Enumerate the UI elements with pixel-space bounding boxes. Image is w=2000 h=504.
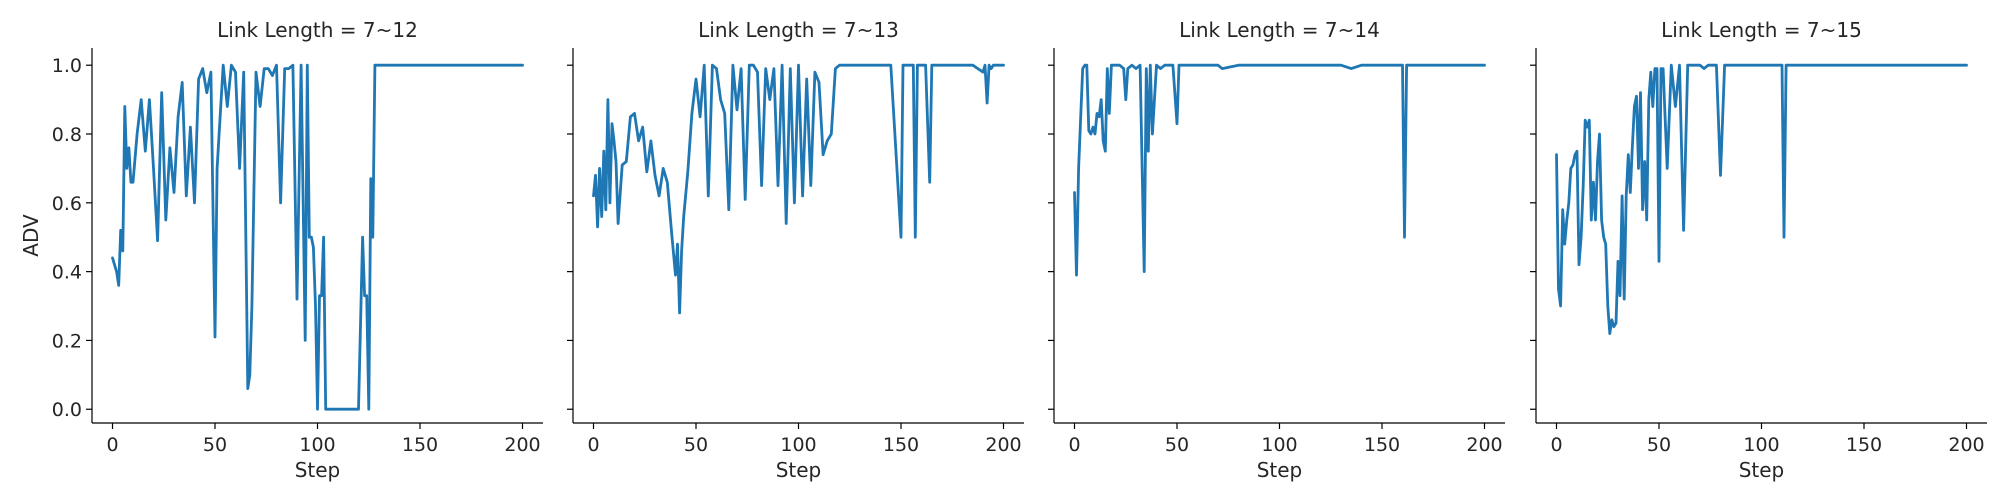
x-tick-label: 0 [106, 434, 118, 456]
x-axis-label: Step [776, 458, 822, 482]
x-tick-label: 100 [299, 434, 335, 456]
x-axis-label: Step [295, 458, 341, 482]
chart-panel-3: 0 50 100 150 200 Link Length = 7~14 Step [1048, 18, 1505, 482]
chart-title: Link Length = 7~12 [217, 18, 418, 42]
x-tick-label: 150 [1846, 434, 1882, 456]
y-tick-label: 0.8 [52, 124, 82, 146]
x-tick-label: 150 [1364, 434, 1400, 456]
chart-title: Link Length = 7~13 [698, 18, 899, 42]
chart-panel-1: 0.0 0.2 0.4 0.6 0.8 1.0 0 50 100 150 200 Link Lengt… [19, 18, 543, 482]
x-tick-label: 150 [402, 434, 438, 456]
chart-title: Link Length = 7~14 [1179, 18, 1380, 42]
y-tick-label: 1.0 [52, 55, 82, 77]
series-line [592, 63, 1005, 315]
x-tick-label: 50 [203, 434, 227, 456]
x-tick-label: 200 [1466, 434, 1502, 456]
y-tick-label: 0.0 [52, 399, 82, 421]
x-tick-label: 50 [1647, 434, 1671, 456]
y-tick-label: 0.6 [52, 193, 82, 215]
x-tick-label: 100 [1261, 434, 1297, 456]
x-tick-label: 200 [504, 434, 540, 456]
chart-panel-4: 0 50 100 150 200 Link Length = 7~15 Step [1530, 18, 1987, 482]
x-tick-label: 0 [1550, 434, 1562, 456]
x-tick-label: 50 [1165, 434, 1189, 456]
y-tick-label: 0.2 [52, 330, 82, 352]
series-line [111, 63, 524, 411]
x-tick-label: 150 [883, 434, 919, 456]
x-tick-label: 200 [1948, 434, 1984, 456]
y-tick-label: 0.4 [52, 262, 82, 284]
x-tick-label: 0 [1068, 434, 1080, 456]
x-tick-label: 50 [684, 434, 708, 456]
x-tick-label: 0 [587, 434, 599, 456]
y-axis-label: ADV [19, 214, 43, 257]
x-tick-label: 100 [1743, 434, 1779, 456]
chart-panel-2: 0 50 100 150 200 Link Length = 7~13 Step [567, 18, 1024, 482]
x-axis-label: Step [1257, 458, 1303, 482]
series-line [1073, 63, 1486, 277]
x-tick-label: 100 [780, 434, 816, 456]
x-tick-label: 200 [985, 434, 1021, 456]
x-axis-label: Step [1739, 458, 1785, 482]
series-line [1555, 63, 1968, 336]
chart-title: Link Length = 7~15 [1661, 18, 1862, 42]
